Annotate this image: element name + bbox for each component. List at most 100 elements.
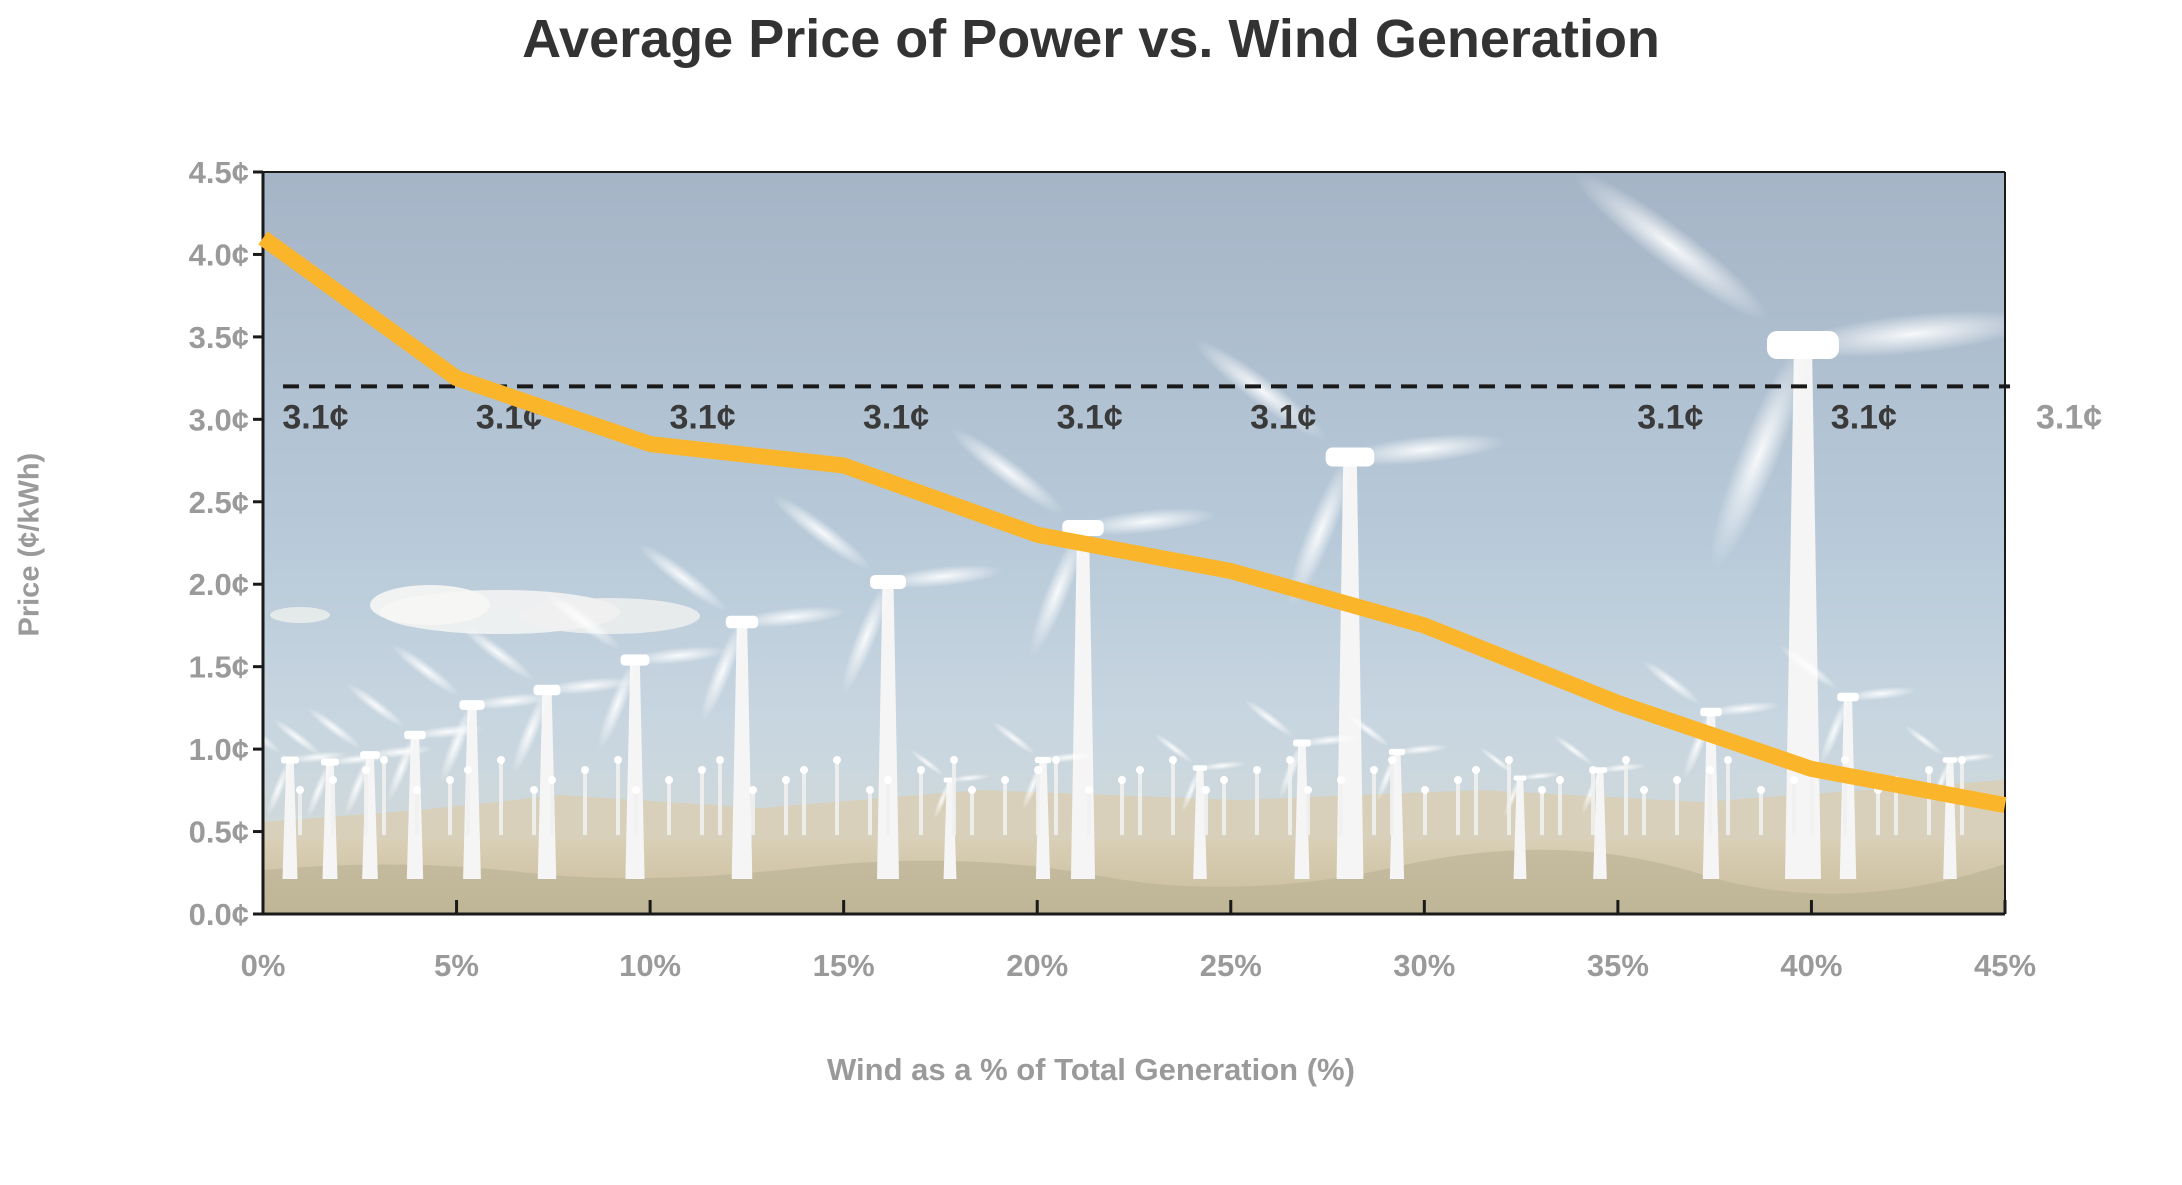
small-turbine-9 <box>548 776 556 835</box>
wind-farm-background <box>263 172 2005 914</box>
small-turbine-41 <box>1454 776 1462 835</box>
small-turbine-24 <box>968 786 976 835</box>
small-turbine-6 <box>464 766 472 835</box>
x-tick-label: 15% <box>813 948 875 983</box>
small-turbine-49 <box>1673 776 1681 835</box>
turbine-11 <box>1573 172 2005 879</box>
small-turbine-21 <box>884 776 892 835</box>
x-tick-label: 5% <box>434 948 479 983</box>
small-turbine-45 <box>1556 776 1564 835</box>
small-turbine-22 <box>917 766 925 835</box>
y-tick-label: 4.0¢ <box>189 237 249 272</box>
small-turbine-7 <box>497 756 505 835</box>
turbine-17 <box>1154 733 1247 879</box>
small-turbine-14 <box>698 766 706 835</box>
reference-line-label: 3.1¢ <box>1637 398 1703 436</box>
small-turbine-44 <box>1538 786 1546 835</box>
reference-line-label: 3.1¢ <box>863 398 929 436</box>
small-turbine-38 <box>1370 766 1378 835</box>
y-tick-label: 1.5¢ <box>189 650 249 685</box>
small-turbine-3 <box>380 756 388 835</box>
small-turbine-16 <box>749 786 757 835</box>
reference-line-label: 3.1¢ <box>2036 398 2102 436</box>
y-tick-label: 0.5¢ <box>189 815 249 850</box>
small-turbine-18 <box>800 766 808 835</box>
small-turbine-0 <box>296 786 304 835</box>
y-axis-label: Price (¢/kWh) <box>13 452 46 637</box>
small-turbine-34 <box>1253 766 1261 835</box>
x-tick-label: 0% <box>241 948 286 983</box>
small-turbine-5 <box>446 776 454 835</box>
small-turbine-19 <box>833 756 841 835</box>
small-turbine-42 <box>1472 766 1480 835</box>
small-turbine-12 <box>632 786 640 835</box>
small-turbine-25 <box>1001 776 1009 835</box>
turbine-5 <box>460 624 634 879</box>
small-turbine-55 <box>1841 756 1849 835</box>
x-axis-label: Wind as a % of Total Generation (%) <box>827 1052 1355 1087</box>
x-tick-label: 10% <box>619 948 681 983</box>
small-turbine-46 <box>1589 766 1597 835</box>
x-tick-label: 35% <box>1587 948 1649 983</box>
small-turbine-4 <box>413 786 421 835</box>
turbine-20 <box>1479 747 1561 879</box>
small-turbine-37 <box>1337 776 1345 835</box>
small-turbine-58 <box>1925 766 1933 835</box>
small-turbine-39 <box>1388 756 1396 835</box>
small-turbine-1 <box>329 776 337 835</box>
y-tick-label: 0.0¢ <box>189 897 249 932</box>
turbine-7 <box>638 543 846 879</box>
turbine-0 <box>263 716 348 879</box>
small-turbine-47 <box>1622 756 1630 835</box>
reference-line-label: 3.1¢ <box>1250 398 1316 436</box>
y-tick-label: 3.5¢ <box>189 320 249 355</box>
turbine-10 <box>1195 339 1506 879</box>
x-tick-label: 30% <box>1393 948 1455 983</box>
y-tick-label: 1.0¢ <box>189 732 249 767</box>
reference-line-label: 3.1¢ <box>1831 398 1897 436</box>
x-tick-label: 40% <box>1780 948 1842 983</box>
small-turbine-51 <box>1724 756 1732 835</box>
small-turbine-26 <box>1034 766 1042 835</box>
y-tick-label: 2.0¢ <box>189 567 249 602</box>
turbine-6 <box>543 590 728 879</box>
turbine-8 <box>773 495 1004 879</box>
small-turbine-28 <box>1085 786 1093 835</box>
small-turbine-29 <box>1118 776 1126 835</box>
reference-line-label: 3.1¢ <box>669 398 735 436</box>
small-turbine-17 <box>782 776 790 835</box>
small-turbine-52 <box>1757 786 1765 835</box>
small-turbine-11 <box>614 756 622 835</box>
small-turbine-31 <box>1169 756 1177 835</box>
small-turbine-27 <box>1052 756 1060 835</box>
y-tick-label: 4.5¢ <box>189 155 249 190</box>
turbine-4 <box>391 644 553 879</box>
small-turbine-20 <box>866 786 874 835</box>
y-tick-label: 2.5¢ <box>189 485 249 520</box>
y-tick-label: 3.0¢ <box>189 402 249 437</box>
small-turbine-15 <box>716 756 724 835</box>
small-turbine-10 <box>581 766 589 835</box>
reference-line-label: 3.1¢ <box>1057 398 1123 436</box>
small-turbine-33 <box>1220 776 1228 835</box>
small-turbine-43 <box>1505 756 1513 835</box>
small-turbine-30 <box>1136 766 1144 835</box>
x-tick-label: 45% <box>1974 948 2036 983</box>
small-turbine-2 <box>362 766 370 835</box>
small-turbine-32 <box>1202 786 1210 835</box>
reference-line-label: 3.1¢ <box>282 398 348 436</box>
small-turbine-13 <box>665 776 673 835</box>
small-turbine-53 <box>1790 776 1798 835</box>
x-tick-label: 25% <box>1200 948 1262 983</box>
small-turbine-23 <box>950 756 958 835</box>
small-turbine-36 <box>1304 786 1312 835</box>
small-turbine-50 <box>1706 766 1714 835</box>
chart-title: Average Price of Power vs. Wind Generati… <box>522 9 1660 69</box>
small-turbine-8 <box>530 786 538 835</box>
turbine-15 <box>1244 699 1360 879</box>
small-turbine-48 <box>1640 786 1648 835</box>
small-turbine-40 <box>1421 786 1429 835</box>
series-line-0 <box>258 231 2007 814</box>
small-turbine-35 <box>1286 756 1294 835</box>
